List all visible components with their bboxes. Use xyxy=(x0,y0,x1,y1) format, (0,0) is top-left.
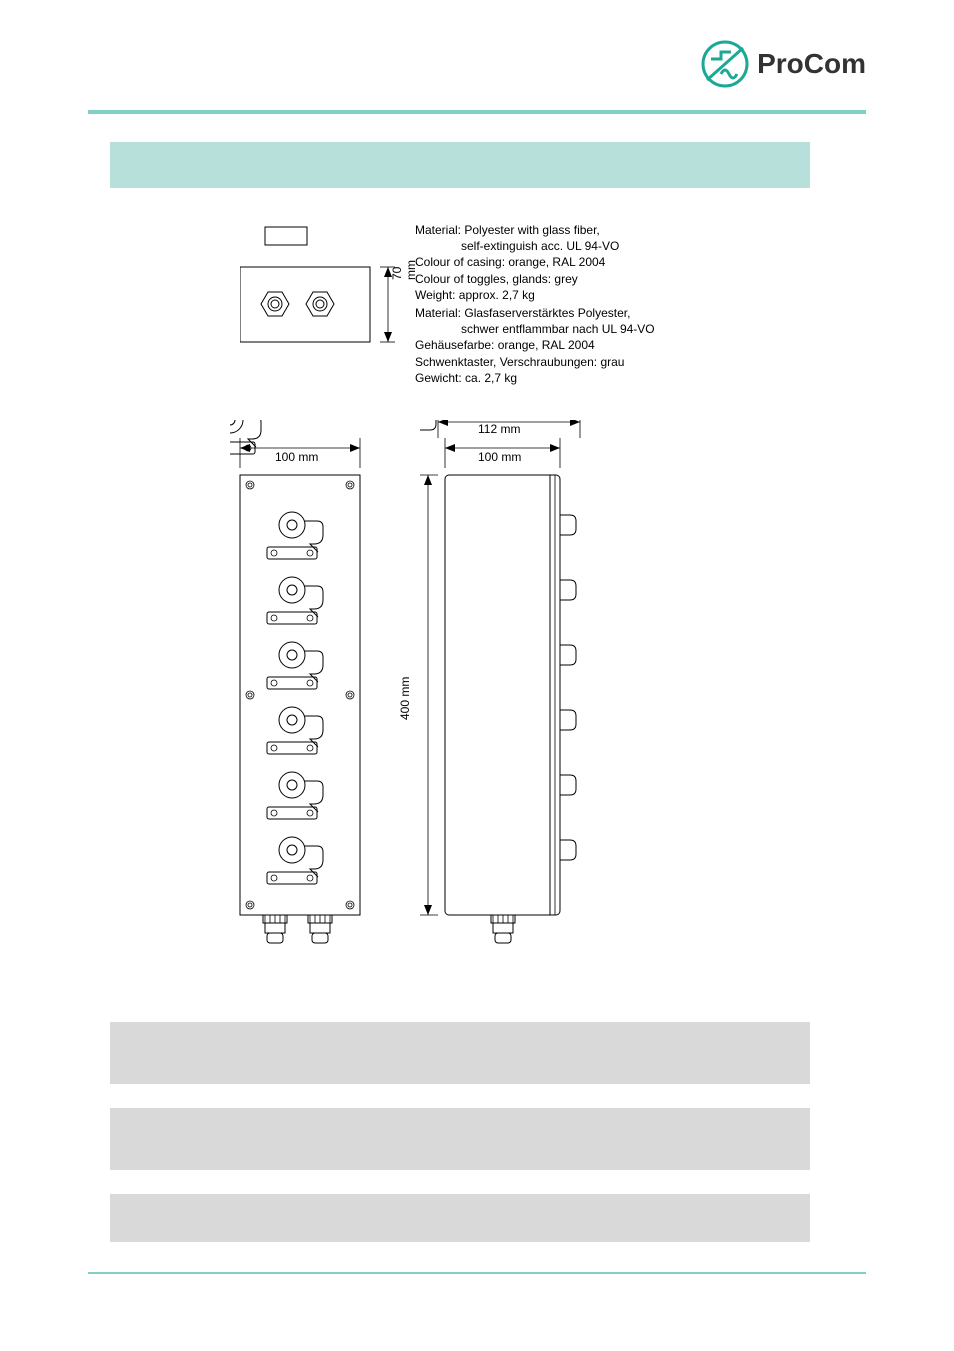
dim-side-outer: 112 mm xyxy=(478,422,520,436)
footer-block-3 xyxy=(110,1194,810,1242)
value: Glasfaserverstärktes Polyester, xyxy=(464,306,630,320)
casing-colour: Gehäusefarbe: orange, RAL 2004 xyxy=(415,337,655,353)
dim-side-inner: 100 mm xyxy=(478,450,521,464)
weight: Gewicht: ca. 2,7 kg xyxy=(415,370,655,386)
dim-top-height: 70 mm xyxy=(390,260,418,280)
footer-block-1 xyxy=(110,1022,810,1084)
brand-logo: ProCom xyxy=(701,40,866,88)
side-view-drawing: 112 mm 100 mm 400 mm xyxy=(420,420,585,960)
top-divider xyxy=(88,110,866,114)
front-view-drawing: 100 mm xyxy=(230,420,380,960)
value: self-extinguish acc. UL 94-VO xyxy=(415,238,619,254)
dim-length: 400 mm xyxy=(398,677,412,720)
toggles-colour: Colour of toggles, glands: grey xyxy=(415,271,619,287)
dim-front-width: 100 mm xyxy=(275,450,318,464)
casing-colour: Colour of casing: orange, RAL 2004 xyxy=(415,254,619,270)
value: schwer entflammbar nach UL 94-VO xyxy=(415,321,655,337)
top-view-drawing: 70 mm xyxy=(240,222,395,362)
weight: Weight: approx. 2,7 kg xyxy=(415,287,619,303)
toggles-colour: Schwenktaster, Verschraubungen: grau xyxy=(415,354,655,370)
section-header xyxy=(110,142,810,188)
procom-logo-icon xyxy=(701,40,749,88)
value: Polyester with glass fiber, xyxy=(464,223,599,237)
bottom-divider xyxy=(88,1272,866,1274)
footer-block-2 xyxy=(110,1108,810,1170)
spec-german: Material: Glasfaserverstärktes Polyester… xyxy=(415,305,655,386)
label: Material: xyxy=(415,306,461,320)
label: Material: xyxy=(415,223,461,237)
brand-name: ProCom xyxy=(757,48,866,80)
spec-english: Material: Polyester with glass fiber, se… xyxy=(415,222,619,303)
